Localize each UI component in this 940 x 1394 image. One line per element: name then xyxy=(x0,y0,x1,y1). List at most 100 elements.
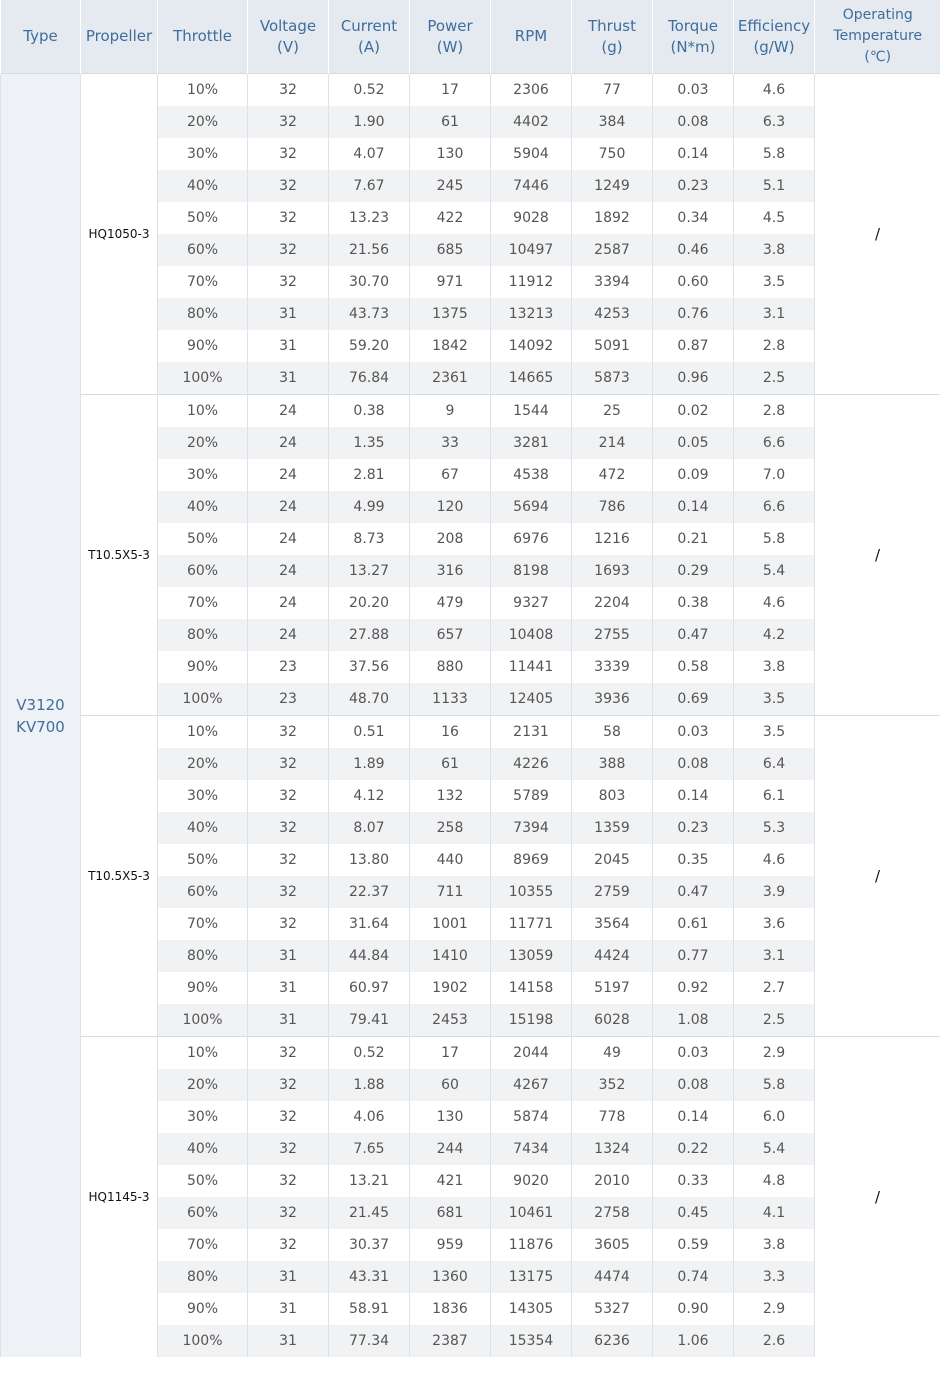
header-text: Voltage xyxy=(259,16,317,35)
data-row: 40% 24 4.99 120 5694 786 0.14 6.6 xyxy=(1,491,940,523)
data-cell: 32 xyxy=(247,202,329,234)
header-text: Operating xyxy=(842,7,913,23)
data-row: 60% 24 13.27 316 8198 1693 0.29 5.4 xyxy=(1,555,940,587)
data-cell: 32 xyxy=(247,1165,329,1197)
data-cell: 32 xyxy=(247,266,329,298)
data-cell: 12405 xyxy=(490,683,572,716)
data-cell: 31 xyxy=(247,362,329,395)
data-cell: 30% xyxy=(157,138,248,170)
data-cell: 0.60 xyxy=(652,266,734,298)
header-text: (℃) xyxy=(864,49,892,65)
data-cell: 90% xyxy=(157,1293,248,1325)
data-cell: 6.4 xyxy=(733,748,815,780)
data-cell: 2.9 xyxy=(733,1293,815,1325)
data-cell: 5873 xyxy=(571,362,653,395)
data-cell: 2044 xyxy=(490,1036,572,1069)
data-cell: 58 xyxy=(571,715,653,748)
data-cell: 49 xyxy=(571,1036,653,1069)
data-cell: 31 xyxy=(247,330,329,362)
data-cell: 31.64 xyxy=(328,908,410,940)
data-cell: 2.7 xyxy=(733,972,815,1004)
data-cell: 384 xyxy=(571,106,653,138)
data-cell: 50% xyxy=(157,844,248,876)
data-cell: 0.61 xyxy=(652,908,734,940)
data-cell: 6.6 xyxy=(733,427,815,459)
temperature-cell: / xyxy=(814,1036,940,1357)
data-row: 70% 32 31.64 1001 11771 3564 0.61 3.6 xyxy=(1,908,940,940)
data-row: 30% 32 4.12 132 5789 803 0.14 6.1 xyxy=(1,780,940,812)
propeller-cell: HQ1145-3 xyxy=(80,1036,158,1357)
data-cell: 14092 xyxy=(490,330,572,362)
data-cell: 8.07 xyxy=(328,812,410,844)
data-cell: 5.4 xyxy=(733,1133,815,1165)
data-cell: 24 xyxy=(247,555,329,587)
data-cell: 3.1 xyxy=(733,298,815,330)
data-cell: 32 xyxy=(247,138,329,170)
data-cell: 0.47 xyxy=(652,619,734,651)
data-row: 70% 32 30.70 971 11912 3394 0.60 3.5 xyxy=(1,266,940,298)
data-cell: 2306 xyxy=(490,73,572,106)
data-cell: 0.35 xyxy=(652,844,734,876)
data-cell: 130 xyxy=(409,1101,491,1133)
data-cell: 6976 xyxy=(490,523,572,555)
data-cell: 0.14 xyxy=(652,780,734,812)
data-cell: 100% xyxy=(157,1325,248,1357)
data-cell: 30.37 xyxy=(328,1229,410,1261)
data-cell: 0.52 xyxy=(328,73,410,106)
data-cell: 1133 xyxy=(409,683,491,716)
data-cell: 23 xyxy=(247,683,329,716)
data-cell: 10461 xyxy=(490,1197,572,1229)
data-cell: 80% xyxy=(157,619,248,651)
data-cell: 31 xyxy=(247,1293,329,1325)
data-cell: 27.88 xyxy=(328,619,410,651)
data-cell: 0.23 xyxy=(652,170,734,202)
data-cell: 61 xyxy=(409,106,491,138)
data-cell: 2758 xyxy=(571,1197,653,1229)
data-cell: 32 xyxy=(247,812,329,844)
data-cell: 0.08 xyxy=(652,748,734,780)
data-cell: 6.6 xyxy=(733,491,815,523)
type-cell: V3120 KV700 xyxy=(0,73,81,1357)
data-cell: 32 xyxy=(247,170,329,202)
data-cell: 5.8 xyxy=(733,523,815,555)
data-cell: 685 xyxy=(409,234,491,266)
data-row: 50% 32 13.23 422 9028 1892 0.34 4.5 xyxy=(1,202,940,234)
data-row: 60% 32 21.45 681 10461 2758 0.45 4.1 xyxy=(1,1197,940,1229)
data-row: HQ1145-3 10% 32 0.52 17 2044 49 0.03 2.9/ xyxy=(1,1036,940,1357)
data-cell: 58.91 xyxy=(328,1293,410,1325)
data-cell: 14158 xyxy=(490,972,572,1004)
data-row: 30% 24 2.81 67 4538 472 0.09 7.0 xyxy=(1,459,940,491)
data-cell: 2.8 xyxy=(733,330,815,362)
data-cell: 0.22 xyxy=(652,1133,734,1165)
data-row: 50% 24 8.73 208 6976 1216 0.21 5.8 xyxy=(1,523,940,555)
data-cell: 32 xyxy=(247,1133,329,1165)
temperature-cell: / xyxy=(814,394,940,716)
data-cell: 30.70 xyxy=(328,266,410,298)
data-row: 100% 31 76.84 2361 14665 5873 0.96 2.5 xyxy=(1,362,940,395)
header-text: (g/W) xyxy=(753,37,795,56)
data-cell: 208 xyxy=(409,523,491,555)
data-cell: 4538 xyxy=(490,459,572,491)
data-cell: 7.67 xyxy=(328,170,410,202)
propeller-cell: T10.5X5-3 xyxy=(80,715,158,1037)
data-cell: 1.89 xyxy=(328,748,410,780)
data-cell: 120 xyxy=(409,491,491,523)
data-cell: 7446 xyxy=(490,170,572,202)
data-row: 80% 31 43.31 1360 13175 4474 0.74 3.3 xyxy=(1,1261,940,1293)
header-text: RPM xyxy=(514,27,548,45)
data-cell: 3564 xyxy=(571,908,653,940)
data-cell: 0.14 xyxy=(652,138,734,170)
data-cell: 422 xyxy=(409,202,491,234)
data-cell: 30% xyxy=(157,780,248,812)
data-cell: 5789 xyxy=(490,780,572,812)
data-cell: 2010 xyxy=(571,1165,653,1197)
data-cell: 100% xyxy=(157,1004,248,1037)
header-text: (A) xyxy=(358,37,380,56)
data-cell: 959 xyxy=(409,1229,491,1261)
data-cell: 80% xyxy=(157,1261,248,1293)
data-cell: 4226 xyxy=(490,748,572,780)
data-cell: 880 xyxy=(409,651,491,683)
data-cell: 0.03 xyxy=(652,73,734,106)
data-cell: 43.73 xyxy=(328,298,410,330)
data-cell: 5694 xyxy=(490,491,572,523)
